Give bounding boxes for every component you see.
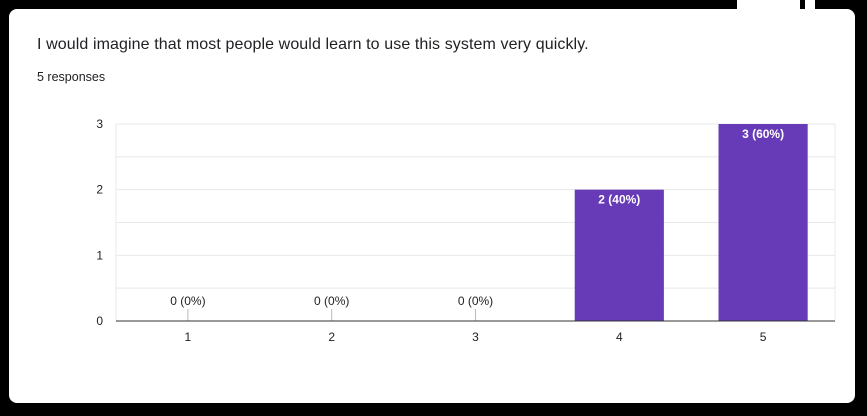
data-label: 0 (0%)	[314, 294, 349, 308]
x-tick-label: 3	[472, 330, 479, 344]
data-label: 0 (0%)	[458, 294, 493, 308]
response-count: 5 responses	[37, 70, 106, 84]
data-label: 0 (0%)	[170, 294, 205, 308]
bars	[143, 124, 808, 322]
y-tick-label: 3	[96, 117, 103, 131]
x-tick-label: 5	[760, 330, 767, 344]
y-tick-label: 0	[96, 314, 103, 328]
data-label: 3 (60%)	[742, 127, 784, 141]
bar	[574, 189, 664, 321]
question-summary-card: I would imagine that most people would l…	[9, 9, 855, 403]
x-tick-label: 2	[328, 330, 335, 344]
labels: 0 1 2 3 0 (0%) 1 0 (0%) 2 0 (0%) 3 2 (40%) 4 3 (60%)…	[96, 117, 784, 344]
x-tick-label: 1	[185, 330, 192, 344]
gridlines	[115, 123, 836, 321]
y-tick-label: 1	[96, 248, 103, 262]
bar-chart: 0 1 2 3 0 (0%) 1 0 (0%) 2 0 (0%) 3 2 (40%) 4 3 (60%)…	[96, 117, 836, 344]
y-tick-label: 2	[96, 183, 103, 197]
bar	[718, 124, 808, 321]
data-label: 2 (40%)	[598, 193, 640, 207]
x-tick-label: 4	[616, 330, 623, 344]
window-edge	[737, 0, 815, 9]
question-title: I would imagine that most people would l…	[37, 36, 589, 53]
